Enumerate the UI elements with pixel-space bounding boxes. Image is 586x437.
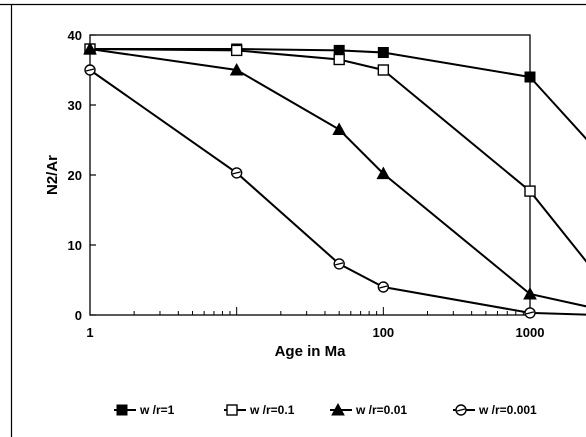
x-axis-title: Age in Ma <box>275 343 346 360</box>
data-point <box>333 53 345 66</box>
data-point <box>377 47 389 58</box>
x-axis: 1 100 1000 <box>86 307 544 340</box>
marker-slash <box>335 262 344 266</box>
legend-label: w /r=0.001 <box>478 403 537 417</box>
data-point <box>524 307 536 319</box>
data-point <box>333 258 345 270</box>
series-2 <box>84 43 586 263</box>
data-point <box>523 286 537 300</box>
series-3 <box>83 41 586 308</box>
legend-marker <box>455 404 467 416</box>
data-point <box>230 44 243 57</box>
data-point <box>524 71 536 83</box>
marker-slash <box>379 285 388 289</box>
legend-marker <box>226 404 238 416</box>
y-axis: 0 10 20 30 40 <box>68 28 96 323</box>
marker-slash <box>456 408 466 412</box>
data-point <box>230 167 243 179</box>
marker-slash <box>232 171 241 175</box>
legend-label: w /r=0.01 <box>355 403 407 417</box>
data-point <box>84 64 96 76</box>
y-tick-label: 10 <box>68 238 82 253</box>
y-tick-label: 0 <box>75 308 82 323</box>
series-line <box>89 48 586 263</box>
x-tick-label: 1000 <box>516 325 545 340</box>
legend-marker <box>116 404 128 416</box>
legend-item: w /r=0.001 <box>453 403 537 417</box>
series-line <box>89 48 586 308</box>
data-point <box>83 41 97 55</box>
data-point <box>376 166 391 180</box>
y-tick-label: 40 <box>68 28 82 43</box>
series-4 <box>84 64 586 319</box>
legend-label: w /r=1 <box>139 403 175 417</box>
data-point <box>524 185 536 197</box>
marker-slash <box>525 311 535 315</box>
series-layer <box>83 41 586 319</box>
x-tick-label: 1 <box>86 325 93 340</box>
y-tick-label: 20 <box>68 168 82 183</box>
legend-item: w /r=0.1 <box>224 403 295 417</box>
x-tick-label: 100 <box>372 325 394 340</box>
data-point <box>377 281 390 293</box>
series-line <box>89 69 586 316</box>
plot-area <box>89 34 531 316</box>
data-point <box>229 62 244 76</box>
y-axis-title: N2/Ar <box>44 155 61 195</box>
legend-item: w /r=0.01 <box>330 402 407 417</box>
marker-slash <box>85 68 95 72</box>
series-line <box>90 48 586 141</box>
data-point <box>377 64 390 76</box>
legend-item: w /r=1 <box>114 403 175 417</box>
legend-marker <box>331 402 345 416</box>
legend: w /r=1 w /r=0.1 w /r=0.01 w /r=0.001 <box>114 402 537 417</box>
y-tick-label: 30 <box>68 98 82 113</box>
legend-label: w /r=0.1 <box>249 403 295 417</box>
data-point <box>332 122 347 135</box>
